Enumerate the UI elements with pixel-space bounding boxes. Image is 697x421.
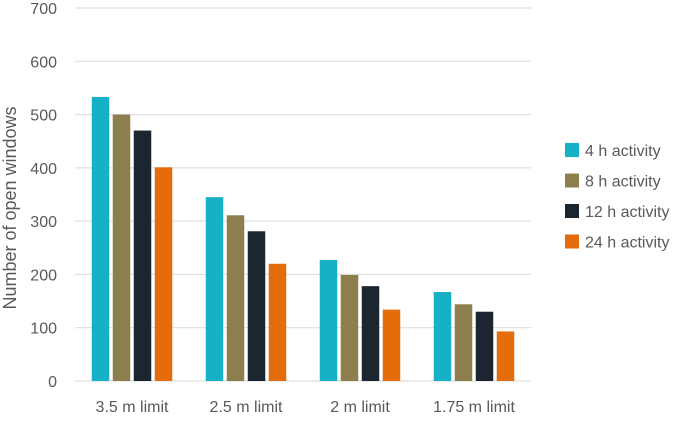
legend: 4 h activity 8 h activity 12 h activity 24 … [565,143,669,252]
x-tick-label: 3.5 m limit [96,399,169,416]
bar-3-4 [475,311,494,381]
legend-swatch-4 [565,234,579,249]
y-tick-label: 0 [48,374,57,391]
bar-4-2 [268,263,287,381]
legend-label-4: 24 h activity [585,235,669,252]
legend-label-2: 8 h activity [585,174,661,191]
bar-1-1 [91,96,110,381]
y-tick-label: 400 [30,161,57,178]
bar-4-1 [154,167,173,381]
bar-1-4 [433,292,452,381]
bar-2-1 [112,114,131,382]
bars [91,96,515,382]
bar-3-3 [361,286,380,381]
legend-swatch-2 [565,173,579,188]
bar-2-3 [340,274,359,381]
y-tick-label: 700 [30,1,57,18]
y-tick-label: 600 [30,54,57,71]
x-tick-label: 1.75 m limit [433,399,515,416]
x-tick-label: 2 m limit [330,399,390,416]
y-tick-label: 300 [30,214,57,231]
y-tick-label: 100 [30,321,57,338]
bar-3-1 [133,130,152,381]
bar-2-4 [454,304,473,381]
bar-2-2 [226,215,245,381]
bar-4-4 [496,331,515,381]
y-tick-label: 500 [30,108,57,125]
y-axis-ticks: 0 100 200 300 400 500 600 700 [30,1,57,391]
bar-4-3 [382,309,401,381]
x-tick-label: 2.5 m limit [210,399,283,416]
bar-3-2 [247,231,266,381]
y-axis-label: Number of open windows [0,106,20,309]
bar-1-2 [205,197,224,381]
legend-swatch-1 [565,143,579,157]
legend-label-1: 4 h activity [585,143,661,160]
y-tick-label: 200 [30,267,57,284]
x-axis-ticks: 3.5 m limit 2.5 m limit 2 m limit 1.75 m li… [96,399,516,416]
legend-swatch-3 [565,204,579,218]
bar-1-3 [319,260,338,381]
legend-label-3: 12 h activity [585,204,669,221]
